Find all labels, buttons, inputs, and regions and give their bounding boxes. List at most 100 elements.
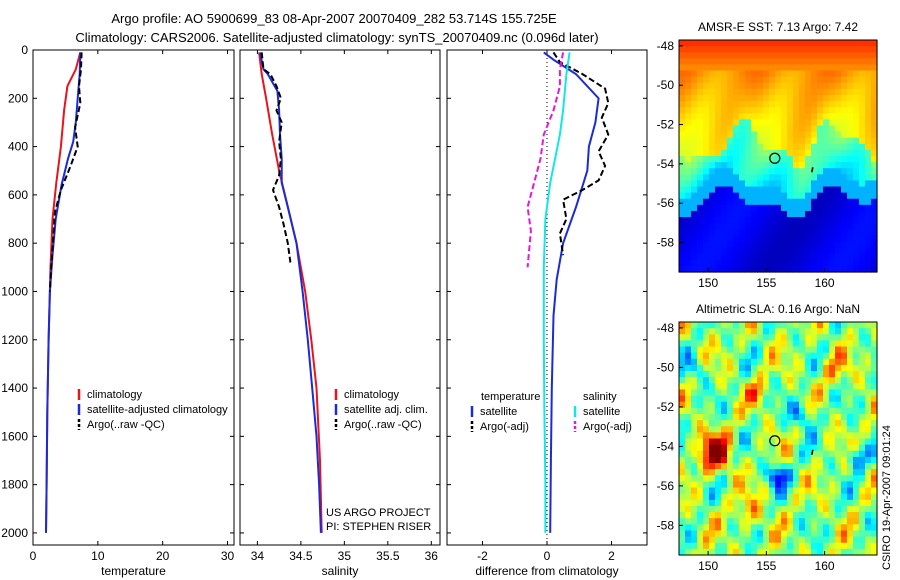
heatmap-cell [805, 229, 812, 236]
heatmap-cell [823, 334, 830, 341]
heatmap-cell [775, 444, 782, 452]
heatmap-cell [775, 346, 782, 354]
heatmap-cell [745, 70, 752, 78]
heatmap-cell [745, 432, 752, 440]
heatmap-cell [871, 241, 878, 249]
heatmap-cell [679, 198, 686, 206]
heatmap-cell [751, 548, 758, 556]
heatmap-cell [757, 131, 764, 139]
heatmap-cell [859, 204, 866, 212]
heatmap-cell [811, 481, 818, 489]
heatmap-cell [703, 432, 710, 440]
heatmap-cell [841, 125, 848, 133]
heatmap-cell [679, 52, 686, 59]
heatmap-cell [841, 52, 848, 59]
heatmap-cell [805, 438, 812, 446]
heatmap-cell [823, 168, 830, 175]
heatmap-cell [709, 119, 716, 127]
heatmap-cell [733, 512, 740, 519]
heatmap-cell [847, 371, 854, 378]
heatmap-cell [763, 149, 770, 157]
heatmap-cell [733, 389, 740, 397]
heatmap-cell [745, 149, 752, 157]
heatmap-cell [763, 82, 770, 90]
heatmap-cell [835, 340, 842, 348]
heatmap-cell [697, 186, 704, 194]
heatmap-cell [841, 358, 848, 366]
heatmap-cell [769, 125, 776, 133]
heatmap-cell [799, 64, 806, 72]
heatmap-cell [679, 186, 686, 194]
heatmap-cell [745, 469, 752, 476]
y-tick-label: -52 [657, 400, 675, 414]
heatmap-cell [817, 162, 824, 169]
heatmap-cell [739, 444, 746, 452]
heatmap-cell [769, 420, 776, 427]
heatmap-cell [829, 82, 836, 90]
heatmap-cell [775, 432, 782, 440]
heatmap-cell [763, 76, 770, 84]
heatmap-cell [799, 265, 806, 273]
heatmap-cell [853, 444, 860, 452]
x-tick-label: 155 [756, 276, 776, 290]
heatmap-cell [727, 265, 734, 273]
heatmap-cell [781, 253, 788, 261]
heatmap-cell [847, 235, 854, 243]
heatmap-cell [799, 143, 806, 151]
heatmap-cell [793, 407, 800, 415]
heatmap-cell [835, 46, 842, 53]
legend-label-0: climatology [87, 389, 143, 401]
heatmap-cell [805, 420, 812, 427]
heatmap-cell [811, 407, 818, 415]
heatmap-cell [727, 518, 734, 525]
heatmap-cell [709, 76, 716, 84]
heatmap-cell [715, 420, 722, 427]
heatmap-cell [775, 168, 782, 175]
heatmap-cell [811, 265, 818, 273]
heatmap-cell [871, 174, 878, 182]
heatmap-cell [811, 432, 818, 440]
heatmap-cell [745, 119, 752, 127]
heatmap-cell [685, 371, 692, 378]
heatmap-cell [793, 223, 800, 230]
heatmap-cell [763, 512, 770, 519]
heatmap-cell [805, 334, 812, 341]
heatmap-cell [841, 137, 848, 145]
heatmap-cell [793, 469, 800, 476]
heatmap-cell [703, 505, 710, 513]
heatmap-cell [853, 420, 860, 427]
heatmap-cell [733, 505, 740, 513]
heatmap-cell [727, 371, 734, 378]
heatmap-cell [847, 475, 854, 483]
heatmap-cell [703, 204, 710, 212]
heatmap-cell [847, 469, 854, 476]
heatmap-cell [757, 143, 764, 151]
heatmap-cell [679, 162, 686, 169]
heatmap-cell [745, 420, 752, 427]
x-axis-label: salinity [322, 564, 359, 578]
heatmap-cell [775, 524, 782, 532]
heatmap-cell [817, 371, 824, 378]
heatmap-cell [757, 401, 764, 409]
heatmap-cell [769, 241, 776, 249]
heatmap-cell [847, 210, 854, 218]
heatmap-cell [847, 395, 854, 403]
heatmap-cell [823, 174, 830, 182]
heatmap-cell [691, 101, 698, 108]
heatmap-cell [775, 40, 782, 47]
heatmap-cell [793, 143, 800, 151]
x-tick-label: 0 [30, 549, 37, 563]
heatmap-cell [751, 204, 758, 212]
heatmap-cell [853, 542, 860, 550]
heatmap-cell [853, 70, 860, 78]
heatmap-cell [775, 426, 782, 433]
heatmap-cell [679, 358, 686, 366]
heatmap-cell [691, 499, 698, 507]
heatmap-cell [691, 149, 698, 157]
heatmap-cell [709, 143, 716, 151]
heatmap-cell [691, 40, 698, 47]
heatmap-cell [865, 174, 872, 182]
heatmap-cell [739, 253, 746, 261]
heatmap-cell [823, 524, 830, 532]
heatmap-cell [709, 456, 716, 464]
